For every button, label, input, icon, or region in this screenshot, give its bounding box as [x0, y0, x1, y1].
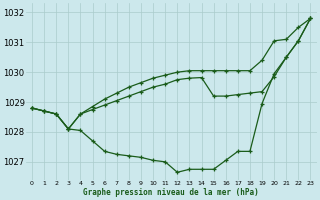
X-axis label: Graphe pression niveau de la mer (hPa): Graphe pression niveau de la mer (hPa)	[84, 188, 259, 197]
